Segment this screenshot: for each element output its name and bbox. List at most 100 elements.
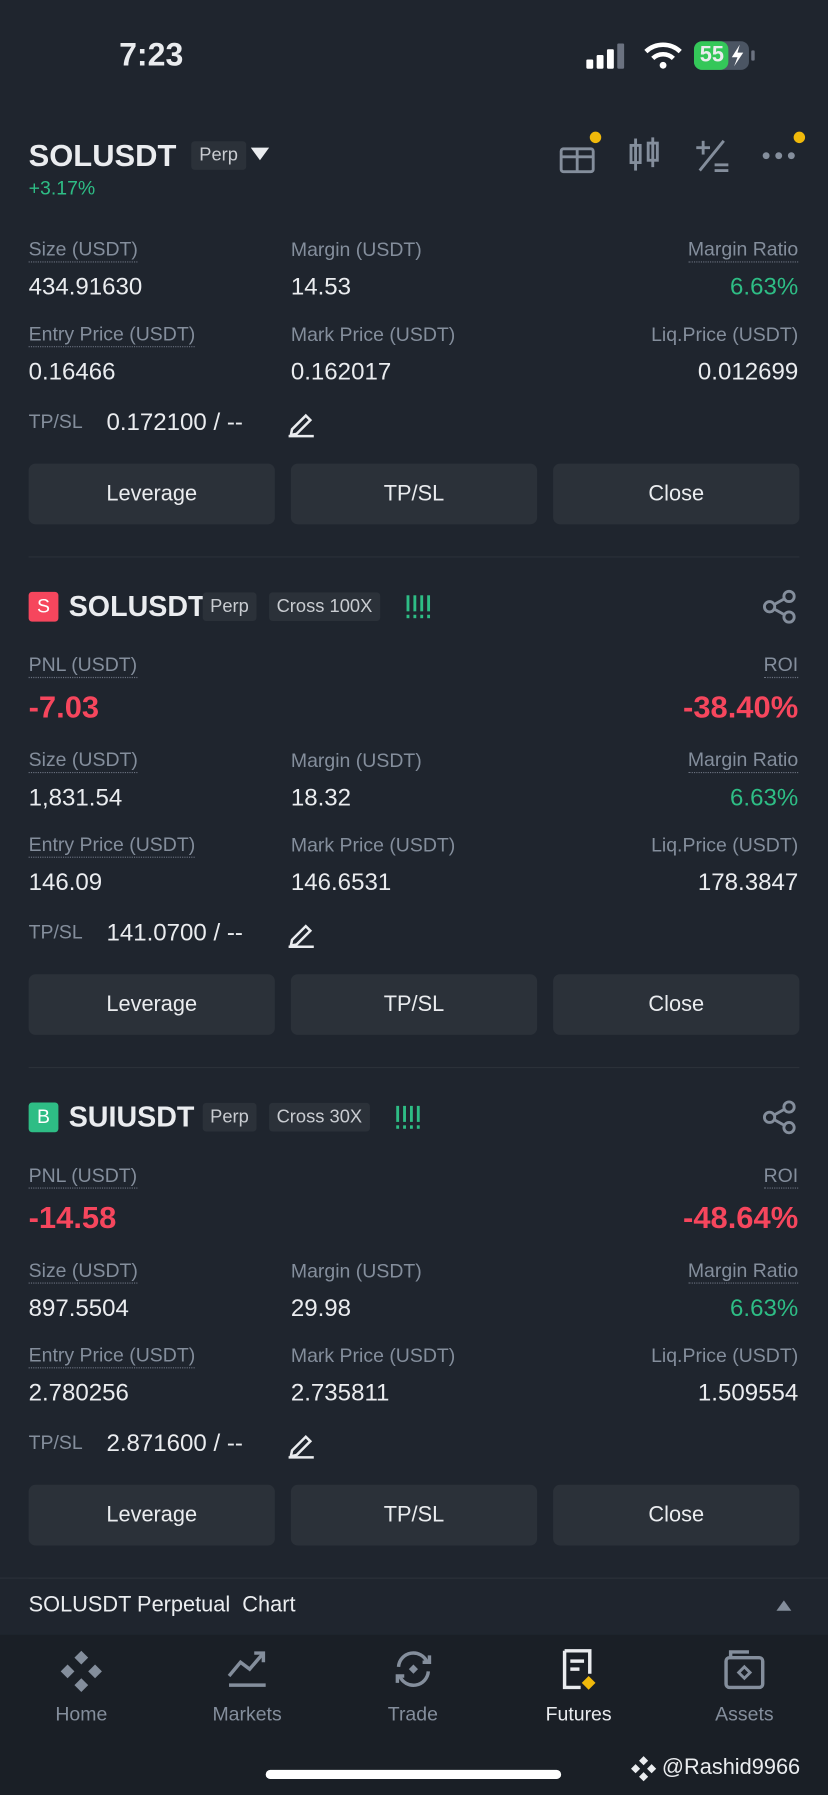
liq-price-label: Liq.Price (USDT) [651,323,799,346]
side-badge: B [28,1102,59,1133]
tpsl-label: TP/SL [28,1431,83,1454]
nav-label[interactable]: Home [55,1703,108,1725]
margin-ratio-label: Margin Ratio [687,238,799,263]
wifi-icon [644,42,682,69]
margin-ratio-value: 6.63% [730,1295,799,1322]
nav-label[interactable]: Trade [387,1703,438,1725]
nav-label[interactable]: Assets [715,1703,774,1725]
nav-label[interactable]: Markets [212,1703,282,1725]
liq-price-label: Liq.Price (USDT) [651,1344,799,1367]
action-button[interactable]: TP/SL [290,1484,538,1546]
roi-label: ROI [763,1165,799,1190]
action-button[interactable]: Close [553,463,800,525]
roi-label: ROI [763,654,799,679]
share-icon[interactable] [762,1100,796,1135]
pnl-value: -7.03 [28,690,100,725]
size-label: Size (USDT) [28,238,138,263]
entry-price-label: Entry Price (USDT) [28,323,195,348]
entry-price-label: Entry Price (USDT) [28,834,195,859]
margin-value: 18.32 [290,784,352,811]
gift-icon[interactable] [559,131,602,174]
liq-price-value: 178.3847 [697,869,799,896]
dropdown-arrow[interactable] [250,147,270,162]
margin-value: 14.53 [290,274,352,301]
margin-ratio-label: Margin Ratio [687,749,799,774]
size-label: Size (USDT) [28,749,138,774]
nav-icon[interactable] [558,1649,602,1695]
contract-badge: Perp [191,141,246,171]
bottom-nav [0,1634,828,1795]
watermark: @Rashid9966 [661,1755,801,1780]
symbol-title[interactable]: SOLUSDT [28,138,177,173]
margin-label: Margin (USDT) [290,749,422,772]
edit-icon[interactable] [287,1431,314,1459]
roi-value: -48.64% [683,1200,799,1236]
mark-price-value: 146.6531 [290,869,392,896]
size-label: Size (USDT) [28,1260,138,1285]
margin-label: Margin (USDT) [290,1260,422,1282]
risk-indicator [405,595,430,619]
watermark-logo [631,1756,657,1782]
tpsl-label: TP/SL [28,921,83,944]
price-change: +3.17% [28,177,96,199]
risk-indicator [395,1105,420,1129]
pnl-value: -14.58 [28,1200,117,1236]
mark-price-label: Mark Price (USDT) [290,834,456,857]
candle-icon[interactable] [629,137,661,171]
tpsl-value: 0.172100 / -- [106,409,243,436]
roi-value: -38.40% [683,690,799,725]
tpsl-value: 2.871600 / -- [106,1430,243,1457]
position-symbol: SUIUSDT [68,1101,195,1134]
battery-level: 55 [699,43,724,68]
liq-price-value: 1.509554 [697,1379,799,1407]
nav-icon[interactable] [60,1649,105,1695]
position-symbol: SOLUSDT [68,590,206,623]
action-button[interactable]: Close [553,1484,800,1546]
contract-badge: Perp [202,592,257,622]
entry-price-value: 146.09 [28,869,103,896]
margin-mode-badge: Cross 100X [268,592,381,622]
nav-icon[interactable] [724,1649,768,1695]
share-icon[interactable] [762,589,796,624]
divider [28,556,800,558]
action-button[interactable]: Close [553,974,800,1035]
chart-bar-border [0,1577,828,1579]
chart-bar-title[interactable]: SOLUSDT Perpetual Chart [28,1593,296,1618]
size-value: 897.5504 [28,1295,129,1322]
mark-price-label: Mark Price (USDT) [290,323,456,346]
liq-price-value: 0.012699 [697,358,799,386]
action-button[interactable]: TP/SL [290,463,538,525]
nav-label[interactable]: Futures [545,1703,612,1725]
entry-price-value: 2.780256 [28,1379,129,1407]
home-indicator [265,1769,562,1780]
margin-ratio-value: 6.63% [730,274,799,301]
tpsl-value: 141.0700 / -- [106,919,243,947]
calc-icon[interactable] [695,139,729,173]
action-button[interactable]: Leverage [28,1484,275,1546]
nav-icon[interactable] [392,1649,436,1695]
edit-icon[interactable] [287,920,314,949]
action-button[interactable]: Leverage [28,974,275,1035]
margin-value: 29.98 [290,1295,352,1322]
battery-icon [693,41,755,70]
action-button[interactable]: Leverage [28,463,275,525]
action-button[interactable]: TP/SL [290,974,538,1035]
clock: 7:23 [119,36,184,73]
pnl-label: PNL (USDT) [28,1165,137,1190]
divider [28,1066,800,1069]
liq-price-label: Liq.Price (USDT) [651,834,799,857]
margin-mode-badge: Cross 30X [268,1102,371,1132]
mark-price-label: Mark Price (USDT) [290,1344,456,1367]
pnl-label: PNL (USDT) [28,654,137,679]
nav-icon[interactable] [226,1649,270,1695]
more-icon[interactable] [762,131,806,161]
edit-icon[interactable] [287,410,314,438]
contract-badge: Perp [202,1102,257,1132]
margin-label: Margin (USDT) [290,239,422,261]
entry-price-label: Entry Price (USDT) [28,1344,195,1369]
margin-ratio-value: 6.63% [730,784,799,811]
side-badge: S [28,591,59,622]
collapse-arrow[interactable] [776,1600,792,1611]
